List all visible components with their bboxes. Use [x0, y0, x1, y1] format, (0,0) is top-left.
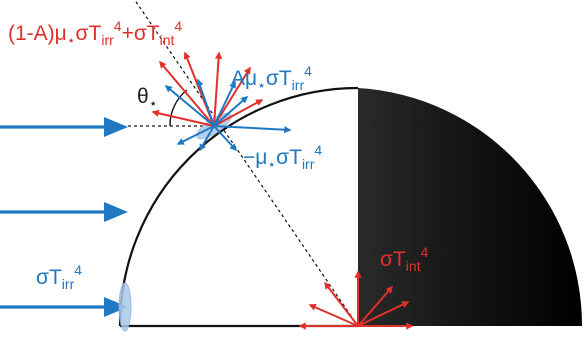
emitted-ray	[159, 60, 215, 127]
emitted-ray	[213, 66, 251, 127]
emitted-ray	[213, 99, 264, 127]
incoming-arrows	[0, 117, 128, 317]
radial-dashed-line	[134, 0, 359, 327]
internal-ray	[357, 285, 393, 327]
reflected-ray	[196, 78, 215, 127]
incoming-arrowhead-top	[104, 117, 128, 137]
reflected-ray	[199, 125, 215, 152]
irradiation-flux-label: σTirr4	[36, 262, 83, 292]
night-side	[358, 88, 583, 326]
internal-ray	[357, 301, 410, 327]
absorbed-flux-label: Aμ⋆σTirr4	[231, 63, 312, 93]
incident-flux-label: −μ⋆σTirr4	[243, 142, 323, 172]
reflected-ray	[213, 80, 236, 127]
transmitted-ray	[213, 125, 292, 134]
angle-label: θ⋆	[137, 85, 158, 111]
hemisphere-outline	[118, 86, 359, 327]
incoming-arrowhead-bottom	[104, 297, 128, 317]
internal-flux-label: σTint4	[380, 244, 429, 274]
internal-ray	[308, 304, 359, 327]
reflected-ray	[213, 96, 249, 127]
reflected-ray	[176, 125, 215, 145]
incoming-arrowhead-middle	[104, 202, 128, 222]
internal-ray	[324, 281, 359, 327]
emitted-ray	[213, 51, 223, 127]
limb-surface-patch	[118, 282, 132, 332]
reflected-ray	[213, 125, 237, 152]
reflected-ray	[164, 85, 215, 127]
internal-flux-fan	[298, 270, 414, 330]
reflected-emitted-flux-label: (1-A)μ⋆σTirr4+σTint4	[8, 18, 183, 48]
reflection-fan	[164, 78, 292, 152]
emitted-ray	[151, 109, 215, 127]
